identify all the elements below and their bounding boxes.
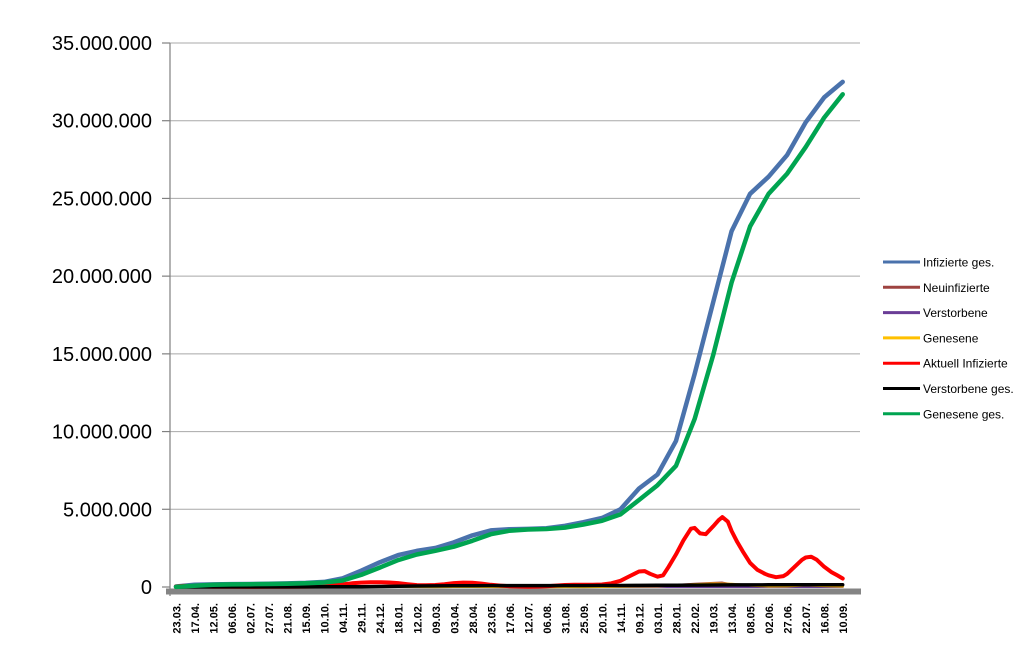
legend-item-label: Genesene xyxy=(923,331,979,345)
x-axis-tick-label: 17.04. xyxy=(190,603,202,634)
y-axis-tick-label: 20.000.000 xyxy=(52,266,152,288)
x-axis-tick-label: 06.08. xyxy=(542,603,554,634)
y-axis-tick-label: 35.000.000 xyxy=(52,33,152,55)
x-axis-tick-label: 02.07. xyxy=(246,603,258,634)
x-axis-tick-label: 29.11. xyxy=(357,603,369,633)
x-axis-tick-label: 02.06. xyxy=(764,603,776,634)
y-axis-tick-label: 30.000.000 xyxy=(52,111,152,133)
x-axis-tick-label: 10.09. xyxy=(838,603,850,634)
x-axis-tick-label: 12.05. xyxy=(209,603,221,634)
x-axis-tick-label: 27.06. xyxy=(783,603,795,634)
x-axis-tick-label: 18.01. xyxy=(394,603,406,634)
y-axis-tick-label: 25.000.000 xyxy=(52,188,152,210)
x-axis-tick-label: 20.10. xyxy=(597,603,609,634)
x-axis-tick-label: 03.04. xyxy=(449,603,461,634)
x-axis-tick-label: 28.01. xyxy=(672,603,684,634)
x-axis-tick-label: 08.05. xyxy=(746,603,758,634)
legend-item-label: Verstorbene xyxy=(923,306,988,320)
series-line-genesene-ges xyxy=(173,92,845,590)
x-axis-tick-label: 03.01. xyxy=(653,603,665,634)
x-axis-tick-label: 21.08. xyxy=(283,603,295,634)
x-axis-tick-label: 19.03. xyxy=(709,603,721,634)
x-axis-tick-label: 25.09. xyxy=(579,603,591,634)
x-axis-tick-label: 17.06. xyxy=(505,603,517,634)
series-line-verstorbene-ges xyxy=(174,582,845,589)
x-axis-tick-label: 23.05. xyxy=(486,603,498,634)
x-axis-tick-label: 13.04. xyxy=(727,603,739,634)
legend-item-label: Infizierte ges. xyxy=(923,256,994,270)
x-axis-tick-label: 24.12. xyxy=(375,603,387,634)
legend-item-label: Genesene ges. xyxy=(923,407,1004,421)
x-axis-tick-label: 10.10. xyxy=(320,603,332,634)
x-axis-tick-label: 09.12. xyxy=(635,603,647,634)
y-axis-tick-label: 15.000.000 xyxy=(52,344,152,366)
x-axis-tick-label: 04.11. xyxy=(338,603,350,633)
x-axis-tick-label: 27.07. xyxy=(264,603,276,634)
x-axis-tick-label: 16.08. xyxy=(820,603,832,634)
y-axis-tick-label: 5.000.000 xyxy=(63,499,152,521)
x-axis-tick-label: 12.07. xyxy=(523,603,535,634)
x-axis-tick-label: 23.03. xyxy=(172,603,184,634)
x-axis-tick-label: 22.07. xyxy=(801,603,813,634)
x-axis-tick-label: 22.02. xyxy=(690,603,702,634)
x-axis-tick-label: 12.02. xyxy=(412,603,424,634)
y-axis-tick-label: 10.000.000 xyxy=(52,422,152,444)
x-axis-band xyxy=(166,588,861,595)
series-line-infizierte-ges xyxy=(173,79,845,589)
legend-item-label: Verstorbene ges. xyxy=(923,382,1014,396)
legend-item-label: Neuinfizierte xyxy=(923,281,990,295)
x-axis-tick-label: 14.11. xyxy=(616,603,628,633)
x-axis-tick-label: 15.09. xyxy=(301,603,313,634)
legend-item-label: Aktuell Infizierte xyxy=(923,357,1008,371)
x-axis-tick-label: 31.08. xyxy=(560,603,572,634)
x-axis-tick-label: 28.04. xyxy=(468,603,480,634)
x-axis-tick-label: 09.03. xyxy=(431,603,443,634)
x-axis-tick-label: 06.06. xyxy=(227,603,239,634)
y-axis-tick-label: 0 xyxy=(141,577,152,599)
